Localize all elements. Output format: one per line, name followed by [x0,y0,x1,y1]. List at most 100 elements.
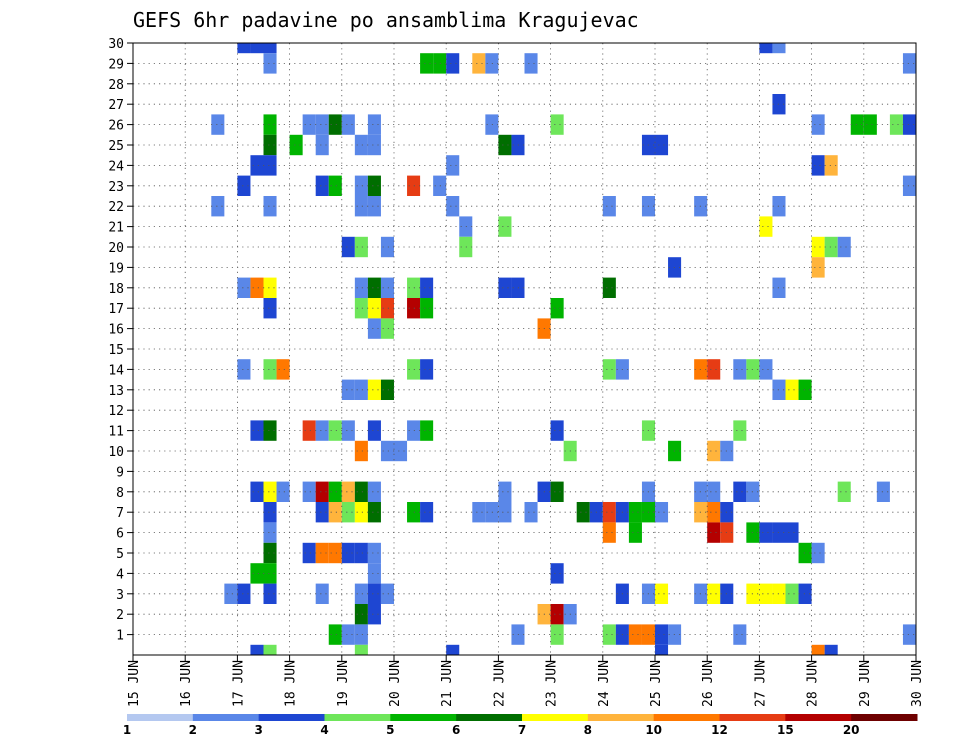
heatmap-cell [759,43,773,54]
heatmap-cell [524,502,538,523]
heatmap-cell [367,379,381,400]
heatmap-cell [263,481,277,502]
heatmap-cell [446,53,460,74]
heatmap-cell [420,502,434,523]
heatmap-cell [628,502,642,523]
heatmap-cell [354,440,368,462]
y-tick-label: 23 [108,180,124,195]
heatmap-cell [433,53,447,74]
heatmap-cell [433,175,447,196]
heatmap-cell [263,563,277,584]
legend-swatch [653,714,720,721]
heatmap-cell [785,379,799,400]
heatmap-cell [263,43,277,54]
heatmap-cell [315,502,329,523]
heatmap-cell [315,175,329,196]
heatmap-cell [263,502,277,523]
heatmap-cell [263,644,277,655]
y-tick-label: 8 [116,486,124,501]
heatmap-cell [354,542,368,564]
x-tick-label: 20 JUN [388,660,403,707]
heatmap-cell [354,196,368,217]
heatmap-cell [328,420,342,441]
x-axis: 15 JUN 16 JUN 17 JUN 18 JUN 19 JUN 20 JUN 21 J… [127,655,925,707]
heatmap-cell [237,277,251,298]
heatmap-cell [367,134,381,156]
y-tick-label: 12 [108,404,124,419]
y-tick-label: 27 [108,98,124,113]
heatmap-cell [341,481,355,502]
heatmap-cell [341,542,355,564]
heatmap-cell [472,53,486,74]
heatmap-cell [263,583,277,604]
heatmap-cell [550,481,564,502]
y-tick-label: 10 [108,445,124,460]
y-tick-label: 2 [116,608,124,623]
heatmap-cell [380,379,394,400]
heatmap-cell [420,53,434,74]
heatmap-cell [328,114,342,135]
heatmap-cell [354,644,368,655]
heatmap-cell [824,644,838,655]
heatmap-cell [420,298,434,319]
heatmap-cell [550,624,564,645]
chart-title: GEFS 6hr padavine po ansamblima Kragujev… [133,8,639,32]
legend-swatch [324,714,391,721]
heatmap-cell [602,624,616,645]
heatmap-cell [524,53,538,74]
heatmap-cell [211,114,225,135]
heatmap-cell [367,583,381,604]
heatmap-cell [446,644,460,655]
heatmap-cell [602,522,616,543]
x-tick-label: 30 JUN [910,660,925,707]
heatmap-cell [707,583,721,604]
y-tick-label: 16 [108,323,124,338]
x-tick-label: 23 JUN [545,660,560,707]
heatmap-cell [224,583,238,604]
legend-label: 12 [711,723,728,737]
heatmap-cell [655,134,669,156]
heatmap-cell [367,318,381,339]
heatmap-cell [798,542,812,564]
heatmap-cell [302,420,316,441]
heatmap-cell [315,542,329,564]
heatmap-cell [733,624,747,645]
heatmap-cell [798,583,812,604]
heatmap-cell [837,481,851,502]
legend-label: 5 [386,723,394,737]
heatmap-cell [263,53,277,74]
legend-swatch [192,714,260,721]
grid-layer [133,43,916,655]
heatmap-cell [785,583,799,604]
x-tick-label: 16 JUN [179,660,194,707]
heatmap-cell [263,420,277,441]
legend-swatch [587,714,655,721]
heatmap-cell [602,359,616,380]
y-tick-label: 22 [108,200,124,215]
heatmap-cell [328,502,342,523]
heatmap-cell [759,359,773,380]
heatmap-cell [237,175,251,196]
cells-layer [211,43,916,655]
x-tick-label: 17 JUN [231,660,246,707]
heatmap-cell [707,522,721,543]
heatmap-cell [837,236,851,258]
heatmap-cell [380,583,394,604]
heatmap-cell [263,196,277,217]
heatmap-cell [655,644,669,655]
y-tick-label: 7 [116,506,124,521]
heatmap-cell [315,134,329,156]
heatmap-cell [341,236,355,258]
heatmap-cell [263,277,277,298]
heatmap-cell [798,379,812,400]
x-tick-label: 21 JUN [440,660,455,707]
heatmap-cell [811,257,825,278]
heatmap-cell [341,624,355,645]
y-tick-label: 17 [108,302,124,317]
y-tick-label: 5 [116,547,124,562]
heatmap-cell [302,114,316,135]
heatmap-cell [289,134,303,156]
x-tick-label: 29 JUN [858,660,873,707]
heatmap-cell [772,43,786,54]
